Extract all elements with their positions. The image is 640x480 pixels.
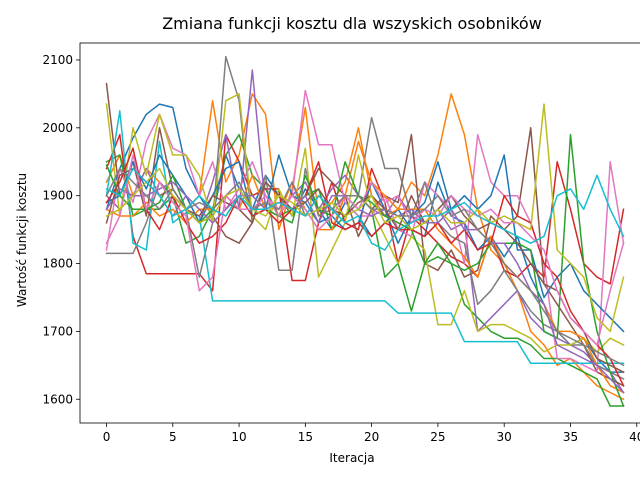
x-tick-label: 10 bbox=[231, 430, 246, 444]
y-tick-label: 2000 bbox=[42, 121, 73, 135]
x-axis-ticks: 0 5 10 15 20 25 30 35 40 bbox=[103, 423, 640, 444]
y-tick-label: 1900 bbox=[42, 189, 73, 203]
axes-frame bbox=[79, 42, 640, 424]
series-line-10 bbox=[105, 110, 625, 365]
series-line-8 bbox=[105, 55, 625, 380]
x-tick-label: 30 bbox=[497, 430, 512, 444]
chart-title: Zmiana funkcji kosztu dla wszyskich osob… bbox=[162, 14, 542, 33]
x-tick-label: 15 bbox=[298, 430, 313, 444]
series-group bbox=[105, 55, 625, 407]
series-line-16 bbox=[105, 167, 625, 374]
x-tick-label: 20 bbox=[364, 430, 379, 444]
y-axis-ticks: 1600 1700 1800 1900 2000 2100 bbox=[42, 53, 80, 406]
series-line-19 bbox=[105, 103, 625, 333]
series-line-9 bbox=[105, 93, 625, 353]
x-tick-label: 0 bbox=[103, 430, 111, 444]
x-tick-label: 40 bbox=[629, 430, 640, 444]
y-tick-label: 1600 bbox=[42, 392, 73, 406]
series-line-17 bbox=[105, 154, 625, 346]
x-axis-label: Iteracja bbox=[329, 451, 374, 465]
series-line-20 bbox=[105, 167, 625, 251]
x-tick-label: 5 bbox=[169, 430, 177, 444]
y-tick-label: 1800 bbox=[42, 257, 73, 271]
y-tick-label: 2100 bbox=[42, 53, 73, 67]
x-tick-label: 35 bbox=[563, 430, 578, 444]
x-tick-label: 25 bbox=[430, 430, 445, 444]
y-axis-label: Wartość funkcji kosztu bbox=[15, 173, 29, 307]
plot-area bbox=[79, 42, 640, 424]
y-tick-label: 1700 bbox=[42, 324, 73, 338]
